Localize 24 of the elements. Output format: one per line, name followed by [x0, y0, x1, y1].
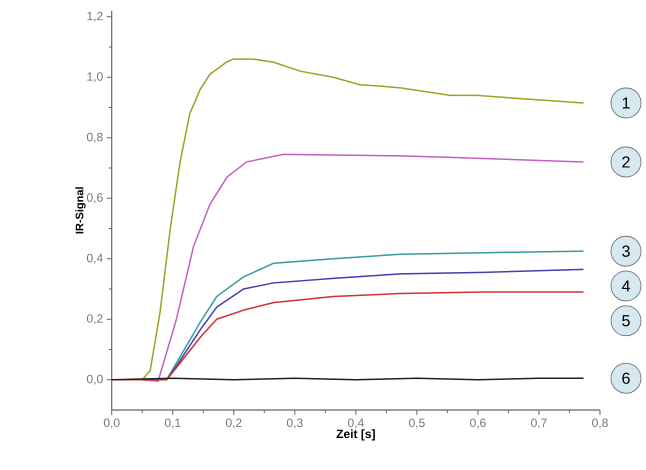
y-tick-label: 1,0	[87, 72, 103, 82]
y-tick-label: 1,2	[87, 12, 103, 22]
x-axis-title: Zeit [s]	[336, 429, 375, 440]
y-axis-title: IR-Signal	[75, 187, 86, 234]
x-tick-label: 0,3	[286, 418, 303, 428]
text: 3	[622, 246, 630, 257]
x-tick-label: 0,0	[104, 418, 120, 428]
text: 1	[622, 97, 630, 108]
text: 6	[622, 372, 630, 384]
y-tick-label: 0,8	[86, 132, 103, 143]
x-tick-label: 0,6	[470, 418, 486, 428]
x-tick-label: 0,8	[592, 418, 608, 428]
x-tick-label: 0,7	[531, 418, 547, 428]
y-tick-label: 0,2	[86, 314, 103, 324]
y-tick-label: 0,6	[86, 193, 103, 204]
text: 5	[622, 315, 630, 326]
x-tick-label: 0,4	[348, 418, 364, 428]
y-tick-label: 0,0	[86, 374, 103, 385]
text: 4	[622, 280, 630, 292]
x-tick-label: 0,2	[226, 418, 242, 428]
y-tick-label: 0,4	[86, 254, 103, 264]
x-tick-label: 0,1	[164, 418, 180, 428]
text: 2	[622, 156, 630, 168]
x-tick-label: 0,5	[409, 418, 425, 428]
